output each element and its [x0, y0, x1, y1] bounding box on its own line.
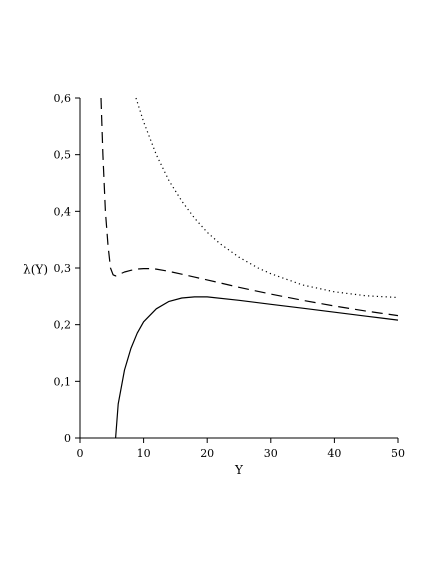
x-tick-label: 40 [327, 447, 341, 460]
y-tick-label: 0 [64, 432, 71, 445]
x-ticks: 0 10 20 30 40 50 [77, 438, 405, 460]
x-tick-label: 50 [391, 447, 405, 460]
y-ticks: 0 0,1 0,2 0,3 0,4 0,5 0,6 [54, 92, 80, 445]
axes [79, 98, 398, 439]
x-axis-title: Y [234, 463, 244, 477]
x-tick-label: 10 [137, 447, 151, 460]
y-tick-label: 0,6 [54, 92, 72, 105]
y-tick-label: 0,4 [54, 205, 72, 218]
y-tick-label: 0,3 [54, 262, 72, 275]
y-tick-label: 0,1 [54, 375, 72, 388]
x-tick-label: 0 [77, 447, 84, 460]
series-dotted-line [135, 97, 399, 299]
series-layer [100, 97, 399, 439]
y-tick-label: 0,5 [54, 149, 72, 162]
series-dashed-line [100, 97, 399, 317]
y-tick-label: 0,2 [54, 319, 72, 332]
y-axis-title: λ(Y) [23, 263, 48, 277]
x-tick-label: 30 [264, 447, 278, 460]
series-solid-line [115, 296, 399, 439]
x-tick-label: 20 [200, 447, 214, 460]
